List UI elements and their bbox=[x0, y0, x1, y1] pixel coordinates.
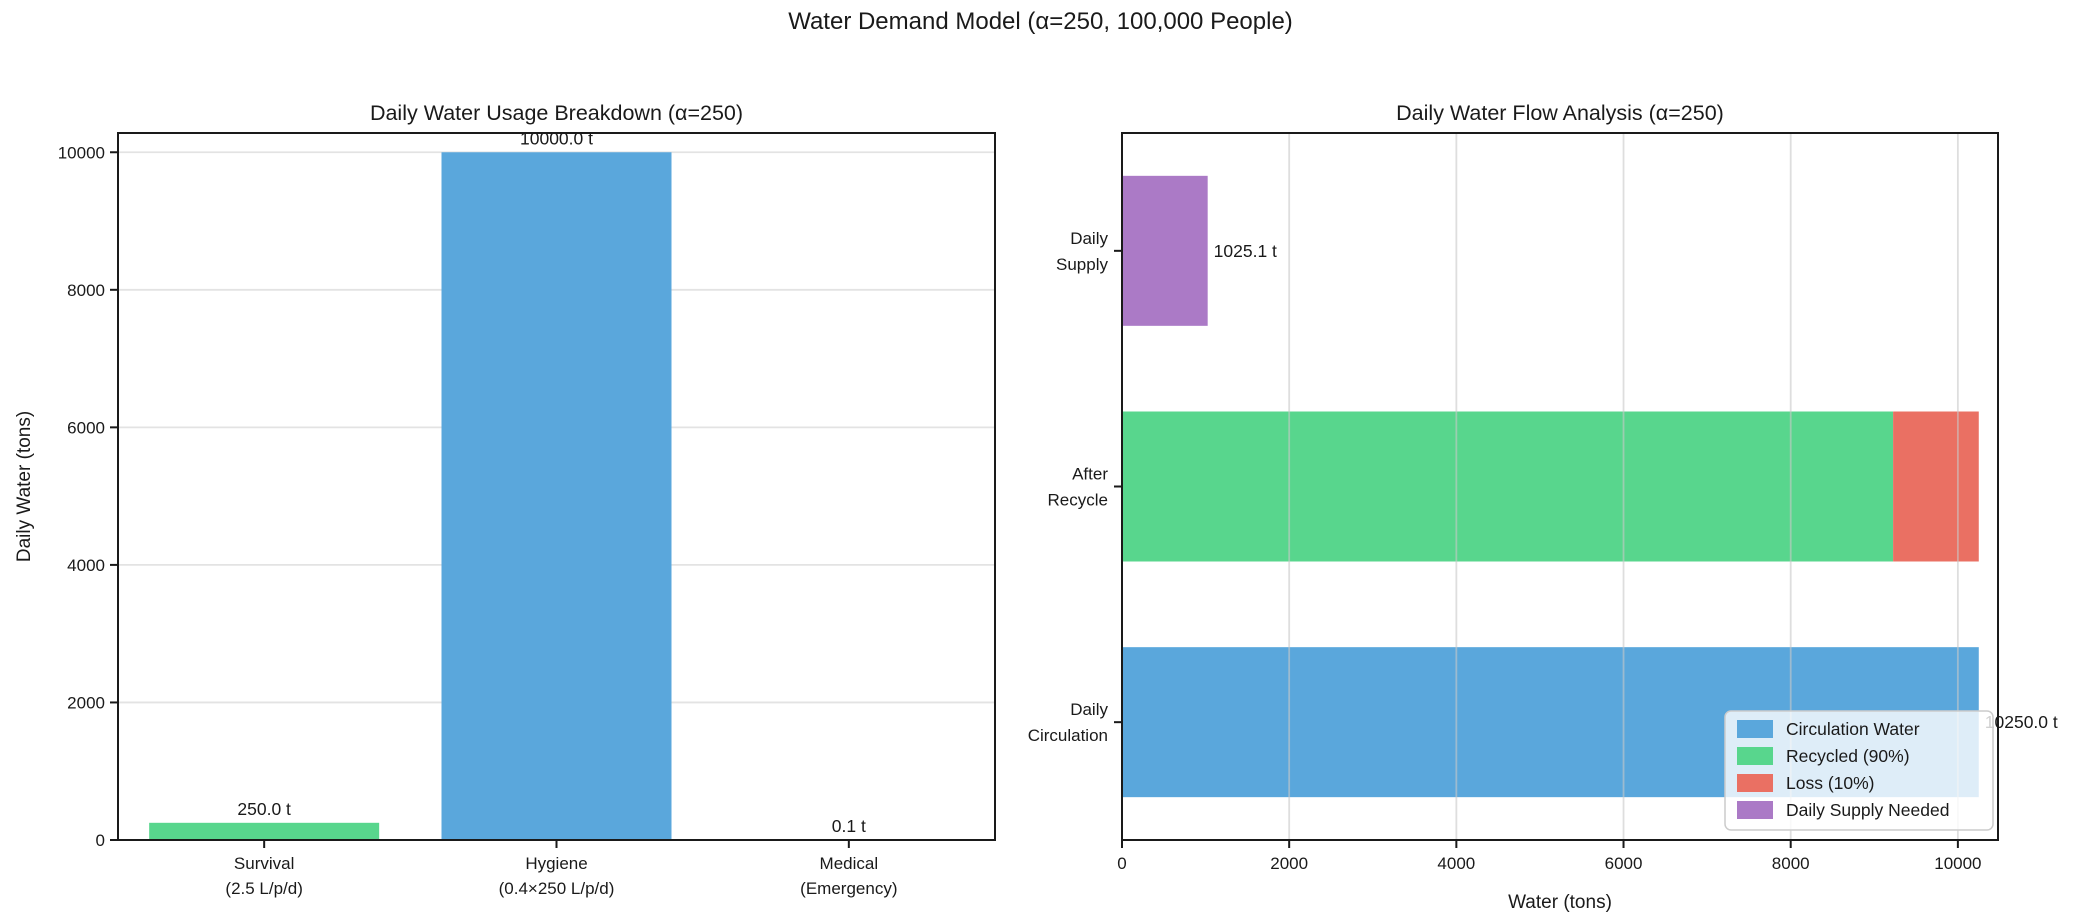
bar-segment-loss-10 bbox=[1893, 411, 1979, 562]
legend-label: Recycled (90%) bbox=[1786, 746, 1910, 766]
water-flow-chart: Daily Water Flow Analysis (α=250) Water (… bbox=[1028, 101, 2058, 913]
x-tick-label: 6000 bbox=[1605, 854, 1643, 873]
y-tick-label: Recycle bbox=[1048, 491, 1108, 510]
bar-segment-daily-supply-needed bbox=[1122, 175, 1208, 326]
x-tick-label: 2000 bbox=[1270, 854, 1308, 873]
right-chart-title: Daily Water Flow Analysis (α=250) bbox=[1396, 101, 1724, 125]
y-tick-label: 10000 bbox=[58, 143, 105, 162]
x-tick-label: Medical bbox=[820, 854, 879, 873]
bar-hygiene bbox=[441, 152, 672, 840]
x-tick-label: 8000 bbox=[1772, 854, 1810, 873]
x-tick-label: 4000 bbox=[1437, 854, 1475, 873]
bar-survival bbox=[149, 822, 380, 840]
legend-label: Circulation Water bbox=[1786, 719, 1920, 739]
y-tick-label: 0 bbox=[96, 831, 105, 850]
x-tick-label: Hygiene bbox=[525, 854, 587, 873]
x-tick-label: (0.4×250 L/p/d) bbox=[499, 879, 615, 898]
x-tick-label: Survival bbox=[234, 854, 294, 873]
legend-box bbox=[1724, 710, 1994, 831]
legend-swatch-recycled-90 bbox=[1737, 747, 1773, 765]
bar-value-label: 250.0 t bbox=[237, 799, 291, 819]
figure-title: Water Demand Model (α=250, 100,000 Peopl… bbox=[788, 8, 1293, 35]
y-tick-label: Daily bbox=[1070, 700, 1108, 719]
legend-swatch-circulation-water bbox=[1737, 720, 1773, 738]
axes-frame bbox=[117, 132, 996, 841]
y-tick-label: Daily bbox=[1070, 229, 1108, 248]
daily-usage-chart: Daily Water Usage Breakdown (α=250) Daily… bbox=[14, 101, 996, 898]
legend: Circulation Water Recycled (90%) Loss (10%… bbox=[1724, 710, 1994, 831]
x-tick-label: (2.5 L/p/d) bbox=[225, 879, 303, 898]
y-tick-label: 2000 bbox=[67, 693, 105, 712]
bar-value-label: 10000.0 t bbox=[520, 128, 593, 148]
legend-label: Daily Supply Needed bbox=[1786, 800, 1949, 820]
bar-segment-recycled-90 bbox=[1122, 411, 1894, 562]
x-tick-label: 0 bbox=[1117, 854, 1126, 873]
left-y-axis-label: Daily Water (tons) bbox=[14, 411, 35, 562]
bar-value-label: 0.1 t bbox=[832, 816, 866, 836]
y-tick-label: 8000 bbox=[67, 281, 105, 300]
y-tick-label: Supply bbox=[1056, 255, 1108, 274]
right-x-axis-label: Water (tons) bbox=[1508, 892, 1612, 913]
bar-value-label: 10250.0 t bbox=[1985, 712, 2058, 732]
x-tick-label: (Emergency) bbox=[800, 879, 897, 898]
left-chart-title: Daily Water Usage Breakdown (α=250) bbox=[370, 101, 743, 125]
x-tick-label: 10000 bbox=[1934, 854, 1981, 873]
legend-swatch-daily-supply-needed bbox=[1737, 801, 1773, 819]
axes-frame bbox=[1121, 132, 1999, 841]
legend-label: Loss (10%) bbox=[1786, 773, 1875, 793]
y-tick-label: 6000 bbox=[67, 418, 105, 437]
legend-swatch-loss-10 bbox=[1737, 774, 1773, 792]
bar-value-label: 1025.1 t bbox=[1214, 241, 1277, 261]
y-tick-label: 4000 bbox=[67, 556, 105, 575]
y-tick-label: After bbox=[1072, 465, 1108, 484]
y-tick-label: Circulation bbox=[1028, 726, 1108, 745]
